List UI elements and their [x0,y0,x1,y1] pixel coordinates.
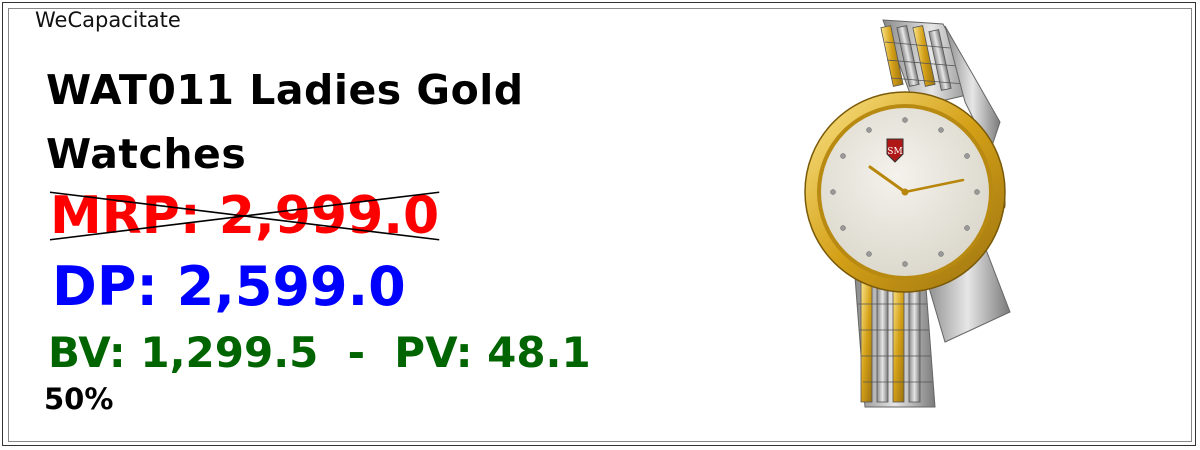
brand-label: WeCapacitate [35,8,181,32]
card-frame-inner [8,8,1192,442]
strikethrough-cross [50,183,439,249]
watch-case: SM [804,91,1006,293]
dp-price: DP: 2,599.0 [52,255,406,318]
bv-pv-values: BV: 1,299.5 - PV: 48.1 [48,328,591,377]
svg-text:SM: SM [887,147,902,157]
mrp-price: MRP: 2,999.0 [50,183,439,249]
product-title: WAT011 Ladies Gold Watches [46,66,524,178]
discount-badge: 50% [44,382,114,416]
lower-bracelet [854,246,1011,408]
upper-bracelet [880,19,1001,154]
wristwatch-icon: SM [804,19,1011,408]
